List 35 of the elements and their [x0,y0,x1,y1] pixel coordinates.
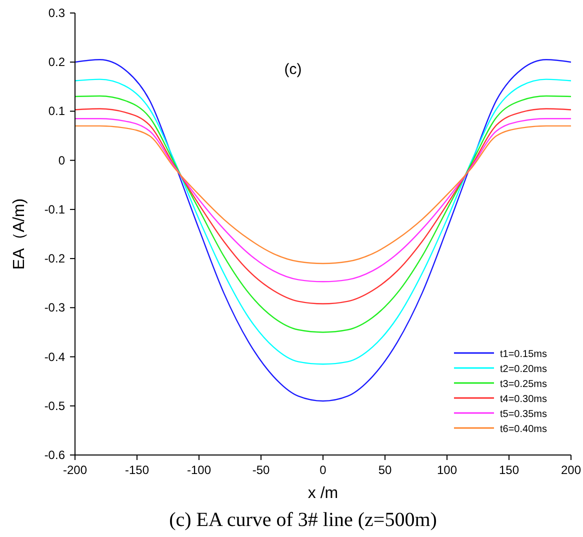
x-axis-title: x /m [308,485,338,502]
y-tick-label: 0.1 [48,104,66,118]
legend-label: t6=0.40ms [500,424,547,435]
x-tick-label: -200 [62,463,88,477]
y-tick-label: -0.1 [44,202,66,216]
y-tick-label: -0.5 [44,398,66,413]
y-tick-label: -0.3 [44,300,66,315]
legend-label: t5=0.35ms [500,409,547,420]
text: (c) EA curve of 3# line (z=500m) [169,509,437,531]
x-tick-label: 200 [560,463,582,477]
x-tick-label: 0 [320,463,327,477]
y-tick-label: 0.2 [48,55,66,70]
line-series [75,78,571,365]
y-tick-label: -0.4 [44,350,66,364]
y-tick-label: -0.2 [44,252,66,266]
y-tick-label: -0.6 [44,448,66,462]
line-series [75,108,571,304]
line-series [75,118,571,282]
line-series [75,125,571,264]
line-series [75,95,571,333]
y-tick-label: 0 [58,153,66,168]
x-tick-label: -100 [186,463,212,477]
line-series [75,59,571,402]
x-tick-label: -50 [252,463,270,477]
legend-label: t3=0.25ms [500,379,547,390]
legend-label: t1=0.15ms [500,349,547,360]
legend-label: t2=0.20ms [500,364,547,375]
x-tick-label: -150 [124,463,150,477]
x-tick-label: 150 [498,463,520,477]
x-tick-label: 50 [378,463,392,477]
x-tick-label: 100 [436,463,458,477]
y-tick-label: 0.3 [48,6,66,20]
annotation: (c) [284,61,302,78]
legend-label: t4=0.30ms [500,394,547,405]
y-axis-title: EA（A/m) [11,198,28,270]
